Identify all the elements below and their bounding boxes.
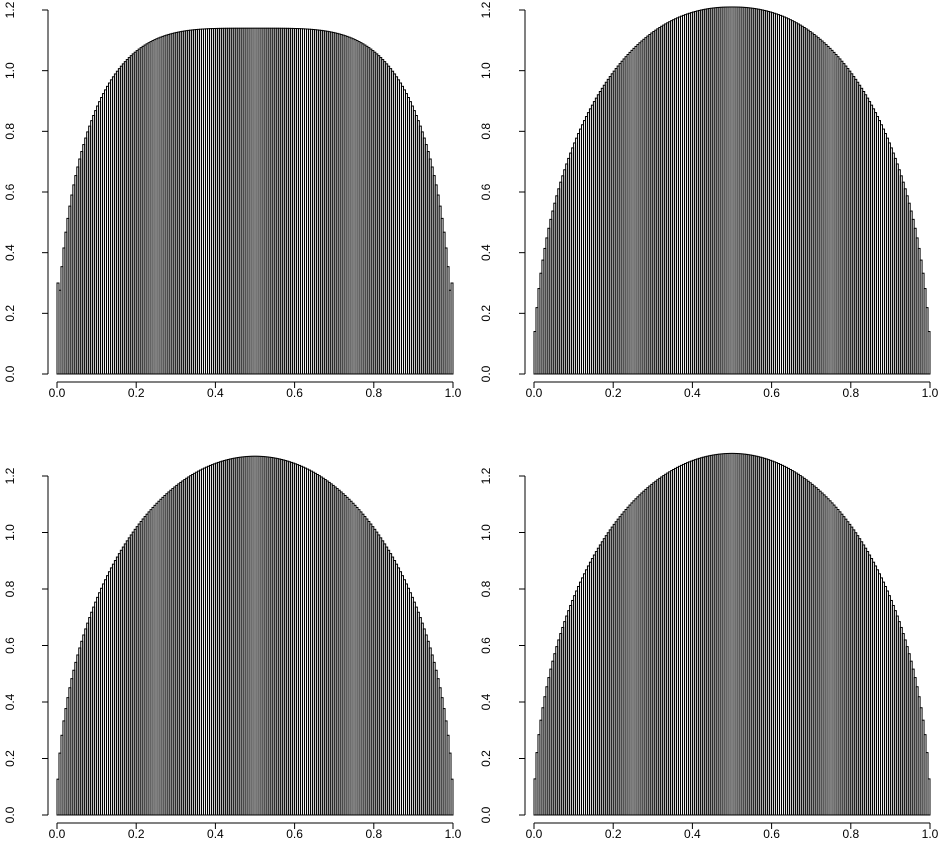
- x-tick-label: 1.0: [922, 386, 938, 400]
- x-tick-label: 0.2: [605, 827, 622, 841]
- x-tick-label: 0.8: [842, 386, 859, 400]
- y-tick-label: 1.0: [3, 524, 17, 541]
- x-tick-label: 0.4: [684, 386, 701, 400]
- y-tick-label: 0.4: [479, 693, 493, 710]
- x-tick-label: 0.4: [684, 827, 701, 841]
- y-tick-label: 0.4: [3, 244, 17, 261]
- panel-bottom-left: 0.0 0.2 0.4 0.6 0.8 1.0 0.0 0.2 0.4 0.6 0.8 1.0 1.2: [3, 455, 462, 841]
- panel-top-left: 0.0 0.2 0.4 0.6 0.8 1.0 0.0 0.2 0.4 0.6 0.8 1.0 1.2: [3, 1, 462, 400]
- x-tick-label: 0.0: [49, 827, 66, 841]
- y-tick-label: 0.0: [3, 806, 17, 823]
- x-tick-label: 0.6: [286, 386, 303, 400]
- x-tick-label: 1.0: [445, 386, 462, 400]
- y-tick-label: 0.8: [479, 580, 493, 597]
- x-tick-label: 0.2: [128, 827, 145, 841]
- x-tick-label: 0.4: [207, 386, 224, 400]
- y-tick-label: 0.2: [3, 750, 17, 767]
- y-tick-label: 0.8: [479, 123, 493, 140]
- y-tick-label: 1.2: [479, 1, 493, 18]
- y-tick-label: 0.0: [3, 365, 17, 382]
- x-tick-label: 0.0: [49, 386, 66, 400]
- y-tick-label: 1.2: [3, 467, 17, 484]
- histogram-bar: [450, 282, 454, 375]
- x-tick-label: 0.8: [842, 827, 859, 841]
- y-tick-label: 0.4: [479, 244, 493, 261]
- panel-bottom-right: 0.0 0.2 0.4 0.6 0.8 1.0 0.0 0.2 0.4 0.6 0.8 1.0 1.2: [479, 452, 938, 841]
- y-tick-label: 1.2: [479, 467, 493, 484]
- x-tick-label: 0.8: [365, 827, 382, 841]
- x-tick-label: 1.0: [922, 827, 938, 841]
- histogram-bar: [927, 331, 931, 375]
- y-tick-label: 0.4: [3, 693, 17, 710]
- panel-top-right: 0.0 0.2 0.4 0.6 0.8 1.0 0.0 0.2 0.4 0.6 0.8 1.0 1.2: [479, 1, 938, 400]
- y-tick-label: 0.8: [3, 580, 17, 597]
- y-tick-label: 0.6: [479, 183, 493, 200]
- x-tick-label: 1.0: [445, 827, 462, 841]
- y-tick-label: 0.0: [479, 806, 493, 823]
- y-tick-label: 0.2: [479, 750, 493, 767]
- histogram-bar: [450, 778, 454, 816]
- y-tick-label: 0.2: [479, 305, 493, 322]
- x-tick-label: 0.4: [207, 827, 224, 841]
- y-tick-label: 0.6: [479, 637, 493, 654]
- x-tick-label: 0.6: [763, 386, 780, 400]
- y-tick-label: 0.0: [479, 365, 493, 382]
- y-tick-label: 1.0: [479, 524, 493, 541]
- x-tick-label: 0.0: [526, 386, 543, 400]
- x-tick-label: 0.0: [526, 827, 543, 841]
- x-tick-label: 0.6: [286, 827, 303, 841]
- x-tick-label: 0.6: [763, 827, 780, 841]
- y-tick-label: 1.2: [3, 1, 17, 18]
- y-tick-label: 0.6: [3, 637, 17, 654]
- y-tick-label: 1.0: [479, 62, 493, 79]
- x-tick-label: 0.2: [605, 386, 622, 400]
- y-tick-label: 0.8: [3, 123, 17, 140]
- x-tick-label: 0.2: [128, 386, 145, 400]
- x-tick-label: 0.8: [365, 386, 382, 400]
- histogram-bar: [927, 778, 931, 816]
- y-tick-label: 1.0: [3, 62, 17, 79]
- y-tick-label: 0.2: [3, 305, 17, 322]
- y-tick-label: 0.6: [3, 183, 17, 200]
